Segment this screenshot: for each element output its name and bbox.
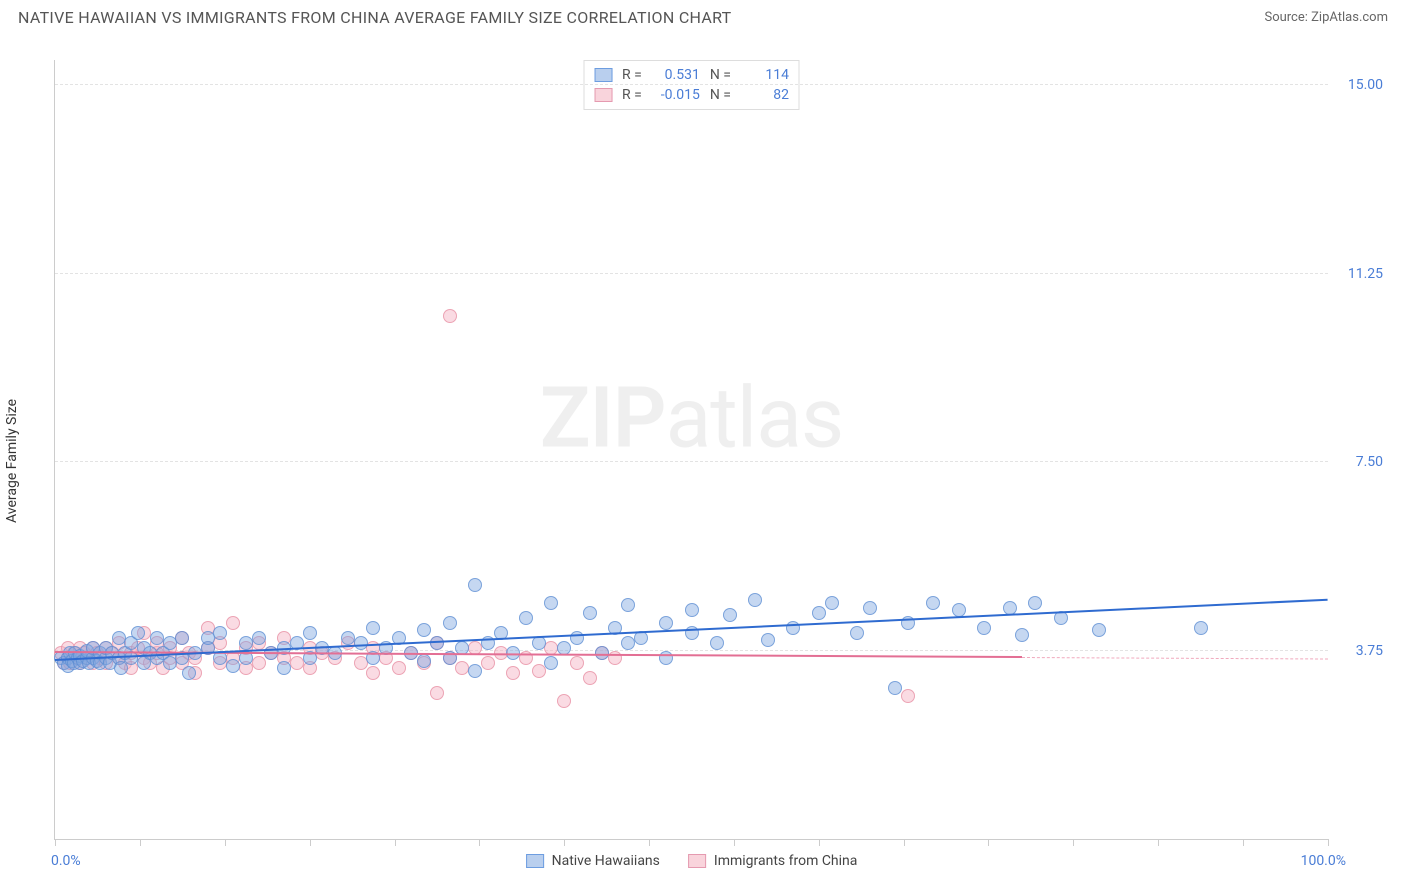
x-tick (55, 839, 56, 846)
x-tick (819, 839, 820, 846)
data-point (659, 616, 673, 630)
data-point (570, 656, 584, 670)
gridline (55, 461, 1328, 462)
data-point (430, 686, 444, 700)
x-tick (904, 839, 905, 846)
data-point (468, 664, 482, 678)
trendline (1022, 657, 1328, 660)
legend-swatch-pink-icon (688, 854, 706, 868)
data-point (544, 596, 558, 610)
x-tick (395, 839, 396, 846)
stats-row-pink: R = -0.015 N = 82 (594, 85, 789, 105)
data-point (825, 596, 839, 610)
y-tick-label: 11.25 (1333, 266, 1383, 282)
data-point (761, 633, 775, 647)
x-tick (479, 839, 480, 846)
y-tick-label: 15.00 (1333, 77, 1383, 93)
data-point (226, 659, 240, 673)
gridline (55, 84, 1328, 85)
data-point (481, 656, 495, 670)
data-point (506, 666, 520, 680)
data-point (710, 636, 724, 650)
data-point (748, 593, 762, 607)
data-point (850, 626, 864, 640)
x-tick (225, 839, 226, 846)
data-point (1194, 621, 1208, 635)
data-point (417, 623, 431, 637)
data-point (354, 636, 368, 650)
data-point (544, 656, 558, 670)
data-point (252, 631, 266, 645)
data-point (901, 689, 915, 703)
stats-row-blue: R = 0.531 N = 114 (594, 65, 789, 85)
data-point (392, 661, 406, 675)
x-tick-left: 0.0% (51, 853, 81, 869)
data-point (366, 666, 380, 680)
data-point (226, 616, 240, 630)
data-point (977, 621, 991, 635)
data-point (557, 694, 571, 708)
x-tick (734, 839, 735, 846)
data-point (303, 626, 317, 640)
y-axis-label: Average Family Size (4, 399, 20, 523)
x-tick (1243, 839, 1244, 846)
legend-swatch-blue-icon (526, 854, 544, 868)
data-point (182, 666, 196, 680)
x-tick (1073, 839, 1074, 846)
data-point (583, 671, 597, 685)
data-point (1028, 596, 1042, 610)
x-tick (649, 839, 650, 846)
data-point (366, 621, 380, 635)
x-tick (1158, 839, 1159, 846)
bottom-legend: Native Hawaiians Immigrants from China (526, 853, 858, 869)
data-point (175, 631, 189, 645)
data-point (277, 661, 291, 675)
data-point (131, 626, 145, 640)
data-point (417, 654, 431, 668)
data-point (532, 664, 546, 678)
legend-item-pink: Immigrants from China (688, 853, 858, 869)
chart-container: Average Family Size ZIPatlas R = 0.531 N… (18, 40, 1388, 882)
y-tick-label: 7.50 (1333, 454, 1383, 470)
swatch-pink-icon (594, 88, 612, 102)
data-point (1015, 628, 1029, 642)
data-point (621, 598, 635, 612)
data-point (213, 626, 227, 640)
data-point (583, 606, 597, 620)
data-point (519, 611, 533, 625)
x-tick (564, 839, 565, 846)
chart-title: NATIVE HAWAIIAN VS IMMIGRANTS FROM CHINA… (18, 8, 732, 27)
gridline (55, 273, 1328, 274)
legend-item-blue: Native Hawaiians (526, 853, 660, 869)
data-point (888, 681, 902, 695)
x-tick (140, 839, 141, 846)
x-tick-right: 100.0% (1301, 853, 1346, 869)
data-point (468, 578, 482, 592)
x-tick (988, 839, 989, 846)
x-tick (1328, 839, 1329, 846)
data-point (252, 656, 266, 670)
watermark: ZIPatlas (540, 369, 844, 468)
data-point (443, 309, 457, 323)
plot-area: ZIPatlas R = 0.531 N = 114 R = -0.015 N … (54, 60, 1328, 840)
data-point (926, 596, 940, 610)
data-point (723, 608, 737, 622)
data-point (1092, 623, 1106, 637)
data-point (685, 603, 699, 617)
swatch-blue-icon (594, 68, 612, 82)
y-tick-label: 3.75 (1333, 643, 1383, 659)
data-point (443, 616, 457, 630)
x-tick (310, 839, 311, 846)
data-point (812, 606, 826, 620)
data-point (863, 601, 877, 615)
source-label: Source: ZipAtlas.com (1264, 10, 1388, 25)
